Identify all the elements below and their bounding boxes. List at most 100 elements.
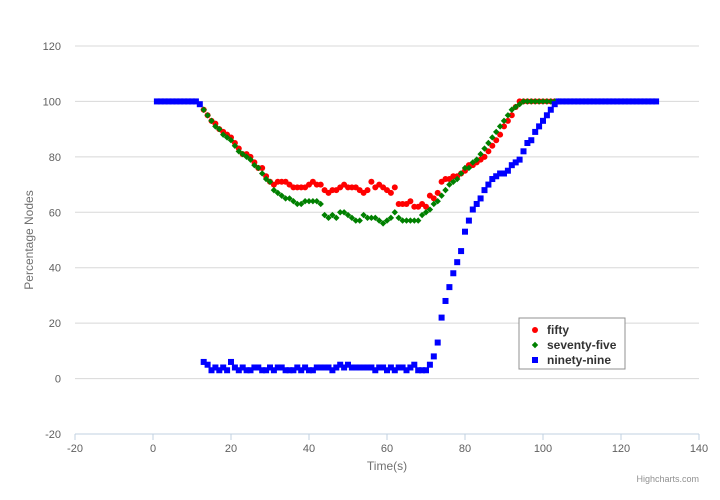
x-tick-label: 80 [459, 443, 471, 455]
data-point-fifty [501, 123, 507, 130]
data-point-ninety-nine [469, 206, 476, 213]
data-point-seventy-five [243, 153, 250, 161]
credit-link[interactable]: Highcharts.com [636, 474, 699, 484]
data-point-ninety-nine [637, 98, 644, 105]
data-point-seventy-five [220, 131, 227, 138]
data-point-seventy-five [403, 217, 410, 224]
data-point-seventy-five [262, 175, 270, 183]
data-series [153, 98, 660, 374]
data-point-ninety-nine [403, 367, 410, 374]
data-point-ninety-nine [165, 98, 172, 105]
data-point-seventy-five [282, 195, 289, 202]
data-point-ninety-nine [399, 364, 406, 371]
data-point-fifty [434, 189, 441, 196]
data-point-ninety-nine [290, 367, 297, 374]
legend-symbol-ninety-nine [532, 357, 538, 363]
data-point-ninety-nine [173, 98, 180, 105]
data-point-ninety-nine [442, 297, 449, 304]
data-point-seventy-five [294, 200, 301, 208]
data-point-seventy-five [274, 189, 281, 197]
data-point-fifty [423, 203, 429, 210]
data-point-seventy-five [290, 198, 297, 205]
data-point-ninety-nine [161, 98, 168, 105]
data-point-ninety-nine [235, 367, 242, 374]
legend-item-ninety-nine[interactable]: ninety-nine [532, 353, 611, 367]
data-point-ninety-nine [411, 361, 418, 368]
data-point-seventy-five [520, 98, 527, 105]
legend-label: seventy-five [547, 338, 617, 352]
data-point-fifty [430, 195, 437, 202]
data-point-ninety-nine [594, 98, 601, 105]
data-point-seventy-five [430, 200, 437, 208]
data-point-ninety-nine [384, 367, 390, 374]
data-point-ninety-nine [259, 367, 266, 374]
data-point-ninety-nine [450, 270, 457, 277]
data-point-ninety-nine [387, 364, 394, 371]
x-tick-label: 120 [612, 443, 630, 455]
data-point-ninety-nine [649, 98, 656, 105]
data-point-ninety-nine [582, 98, 589, 105]
data-point-ninety-nine [364, 364, 371, 371]
data-point-fifty [391, 184, 398, 191]
data-point-ninety-nine [547, 106, 554, 113]
data-point-seventy-five [278, 192, 285, 199]
data-point-fifty [497, 131, 504, 138]
data-point-seventy-five [508, 106, 515, 113]
data-point-ninety-nine [317, 364, 324, 371]
data-point-ninety-nine [590, 98, 597, 105]
data-point-fifty [481, 153, 488, 160]
data-point-seventy-five [438, 192, 445, 199]
data-point-fifty [489, 142, 496, 149]
data-point-seventy-five [364, 214, 371, 222]
legend-item-fifty[interactable]: fifty [532, 323, 569, 337]
data-point-seventy-five [391, 209, 398, 216]
data-point-fifty [317, 181, 324, 188]
y-tick-label: 80 [49, 152, 61, 164]
data-point-ninety-nine [458, 248, 465, 255]
legend-item-seventy-five[interactable]: seventy-five [531, 338, 617, 352]
series-seventy-five[interactable] [200, 98, 562, 227]
data-point-ninety-nine [536, 123, 543, 130]
x-tick-label: 0 [150, 443, 156, 455]
data-point-seventy-five [270, 186, 278, 194]
data-point-seventy-five [223, 134, 231, 141]
series-ninety-nine[interactable] [153, 98, 660, 374]
data-point-seventy-five [422, 209, 430, 216]
data-point-ninety-nine [255, 364, 262, 371]
data-point-seventy-five [298, 200, 305, 208]
data-point-seventy-five [313, 198, 320, 205]
x-tick-label: -20 [67, 443, 83, 455]
data-point-ninety-nine [286, 367, 293, 374]
x-tick-label: 140 [690, 443, 708, 455]
data-point-seventy-five [227, 137, 235, 144]
data-point-ninety-nine [208, 367, 215, 374]
data-point-ninety-nine [454, 259, 461, 266]
data-point-seventy-five [524, 98, 531, 105]
data-point-ninety-nine [196, 101, 203, 108]
data-point-seventy-five [204, 112, 211, 119]
data-point-ninety-nine [516, 156, 523, 163]
data-point-seventy-five [251, 161, 258, 169]
data-point-ninety-nine [306, 367, 312, 374]
data-point-seventy-five [496, 123, 504, 130]
data-point-ninety-nine [465, 217, 472, 224]
axes [74, 433, 700, 440]
data-point-ninety-nine [212, 364, 219, 371]
data-point-ninety-nine [189, 98, 195, 105]
data-point-seventy-five [411, 217, 418, 224]
data-point-ninety-nine [415, 367, 422, 374]
data-point-ninety-nine [645, 98, 652, 105]
data-point-ninety-nine [380, 364, 387, 371]
data-point-ninety-nine [356, 364, 363, 371]
legend-symbol-fifty [532, 327, 538, 333]
data-point-ninety-nine [309, 367, 316, 374]
data-point-ninety-nine [579, 98, 585, 105]
data-point-seventy-five [200, 106, 207, 113]
data-point-ninety-nine [430, 353, 437, 360]
data-point-seventy-five [352, 217, 359, 224]
data-point-seventy-five [516, 101, 523, 108]
data-point-seventy-five [500, 117, 508, 125]
data-point-seventy-five [387, 214, 395, 222]
